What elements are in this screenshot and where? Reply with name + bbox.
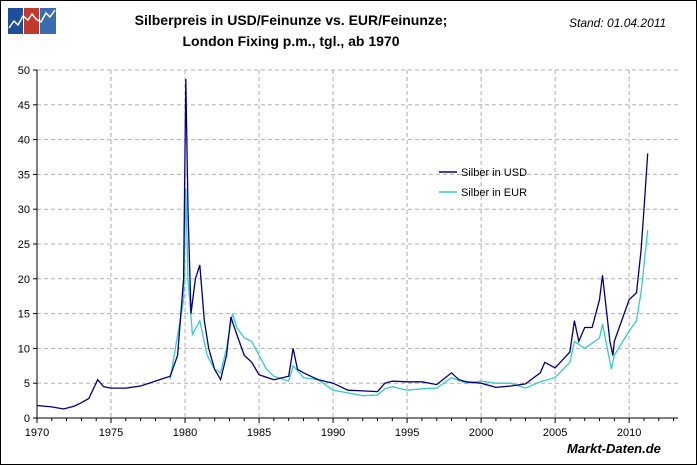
legend-label: Silber in USD	[461, 167, 527, 179]
stand-date: Stand: 01.04.2011	[569, 16, 667, 30]
y-tick-label: 15	[18, 309, 30, 321]
chart-title-line2: London Fixing p.m., tgl., ab 1970	[182, 33, 400, 49]
x-tick-label: 1975	[99, 427, 123, 439]
y-tick-label: 35	[18, 169, 30, 181]
y-tick-label: 25	[18, 239, 30, 251]
y-tick-label: 45	[18, 100, 30, 112]
y-tick-label: 50	[18, 65, 30, 77]
x-tick-label: 2000	[469, 427, 493, 439]
x-tick-label: 1970	[25, 427, 49, 439]
x-tick-label: 1995	[395, 427, 419, 439]
y-tick-label: 30	[18, 204, 30, 216]
y-tick-label: 5	[24, 378, 30, 390]
chart-title-line1: Silberpreis in USD/Feinunze vs. EUR/Fein…	[134, 12, 448, 28]
series-line-usd	[36, 78, 649, 410]
x-tick-label: 1990	[321, 427, 345, 439]
x-tick-label: 1985	[247, 427, 271, 439]
x-tick-label: 1980	[173, 427, 197, 439]
y-tick-label: 10	[18, 343, 30, 355]
brand-label: Markt-Daten.de	[567, 441, 661, 456]
x-tick-label: 2010	[617, 427, 641, 439]
y-tick-label: 40	[18, 135, 30, 147]
x-tick-label: 2005	[543, 427, 567, 439]
y-tick-label: 20	[18, 274, 30, 286]
series-line-eur	[169, 188, 649, 397]
legend-label: Silber in EUR	[461, 187, 527, 199]
logo	[8, 8, 56, 34]
y-tick-label: 0	[24, 413, 30, 425]
